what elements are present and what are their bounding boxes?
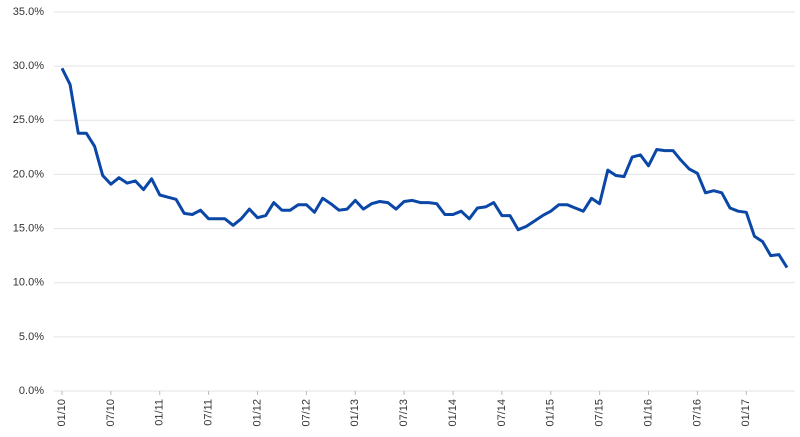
x-tick-label: 07/10 — [105, 399, 117, 427]
y-tick-label: 0.0% — [19, 385, 44, 397]
x-tick-label: 01/14 — [447, 399, 459, 427]
x-tick-label: 01/11 — [154, 399, 166, 426]
x-tick-label: 07/12 — [300, 399, 312, 427]
y-tick-label: 10.0% — [13, 277, 44, 289]
x-tick-label: 01/17 — [740, 399, 752, 427]
x-tick-label: 01/13 — [349, 399, 361, 427]
x-tick-label: 01/10 — [56, 399, 68, 427]
x-tick-label: 07/15 — [594, 399, 606, 427]
y-tick-label: 15.0% — [13, 222, 44, 234]
x-tick-label: 01/16 — [642, 399, 654, 427]
y-tick-label: 35.0% — [13, 6, 44, 18]
x-tick-label: 07/14 — [496, 399, 508, 427]
y-tick-label: 30.0% — [13, 60, 44, 72]
x-tick-label: 07/13 — [398, 399, 410, 427]
y-tick-label: 20.0% — [13, 168, 44, 180]
data-line — [60, 67, 789, 269]
x-tick-label: 01/15 — [545, 399, 557, 427]
x-tick-label: 07/16 — [691, 399, 703, 427]
x-tick-label: 01/12 — [251, 399, 263, 427]
x-tick-label: 07/11 — [203, 399, 215, 426]
y-tick-label: 5.0% — [19, 331, 44, 343]
y-tick-label: 25.0% — [13, 114, 44, 126]
